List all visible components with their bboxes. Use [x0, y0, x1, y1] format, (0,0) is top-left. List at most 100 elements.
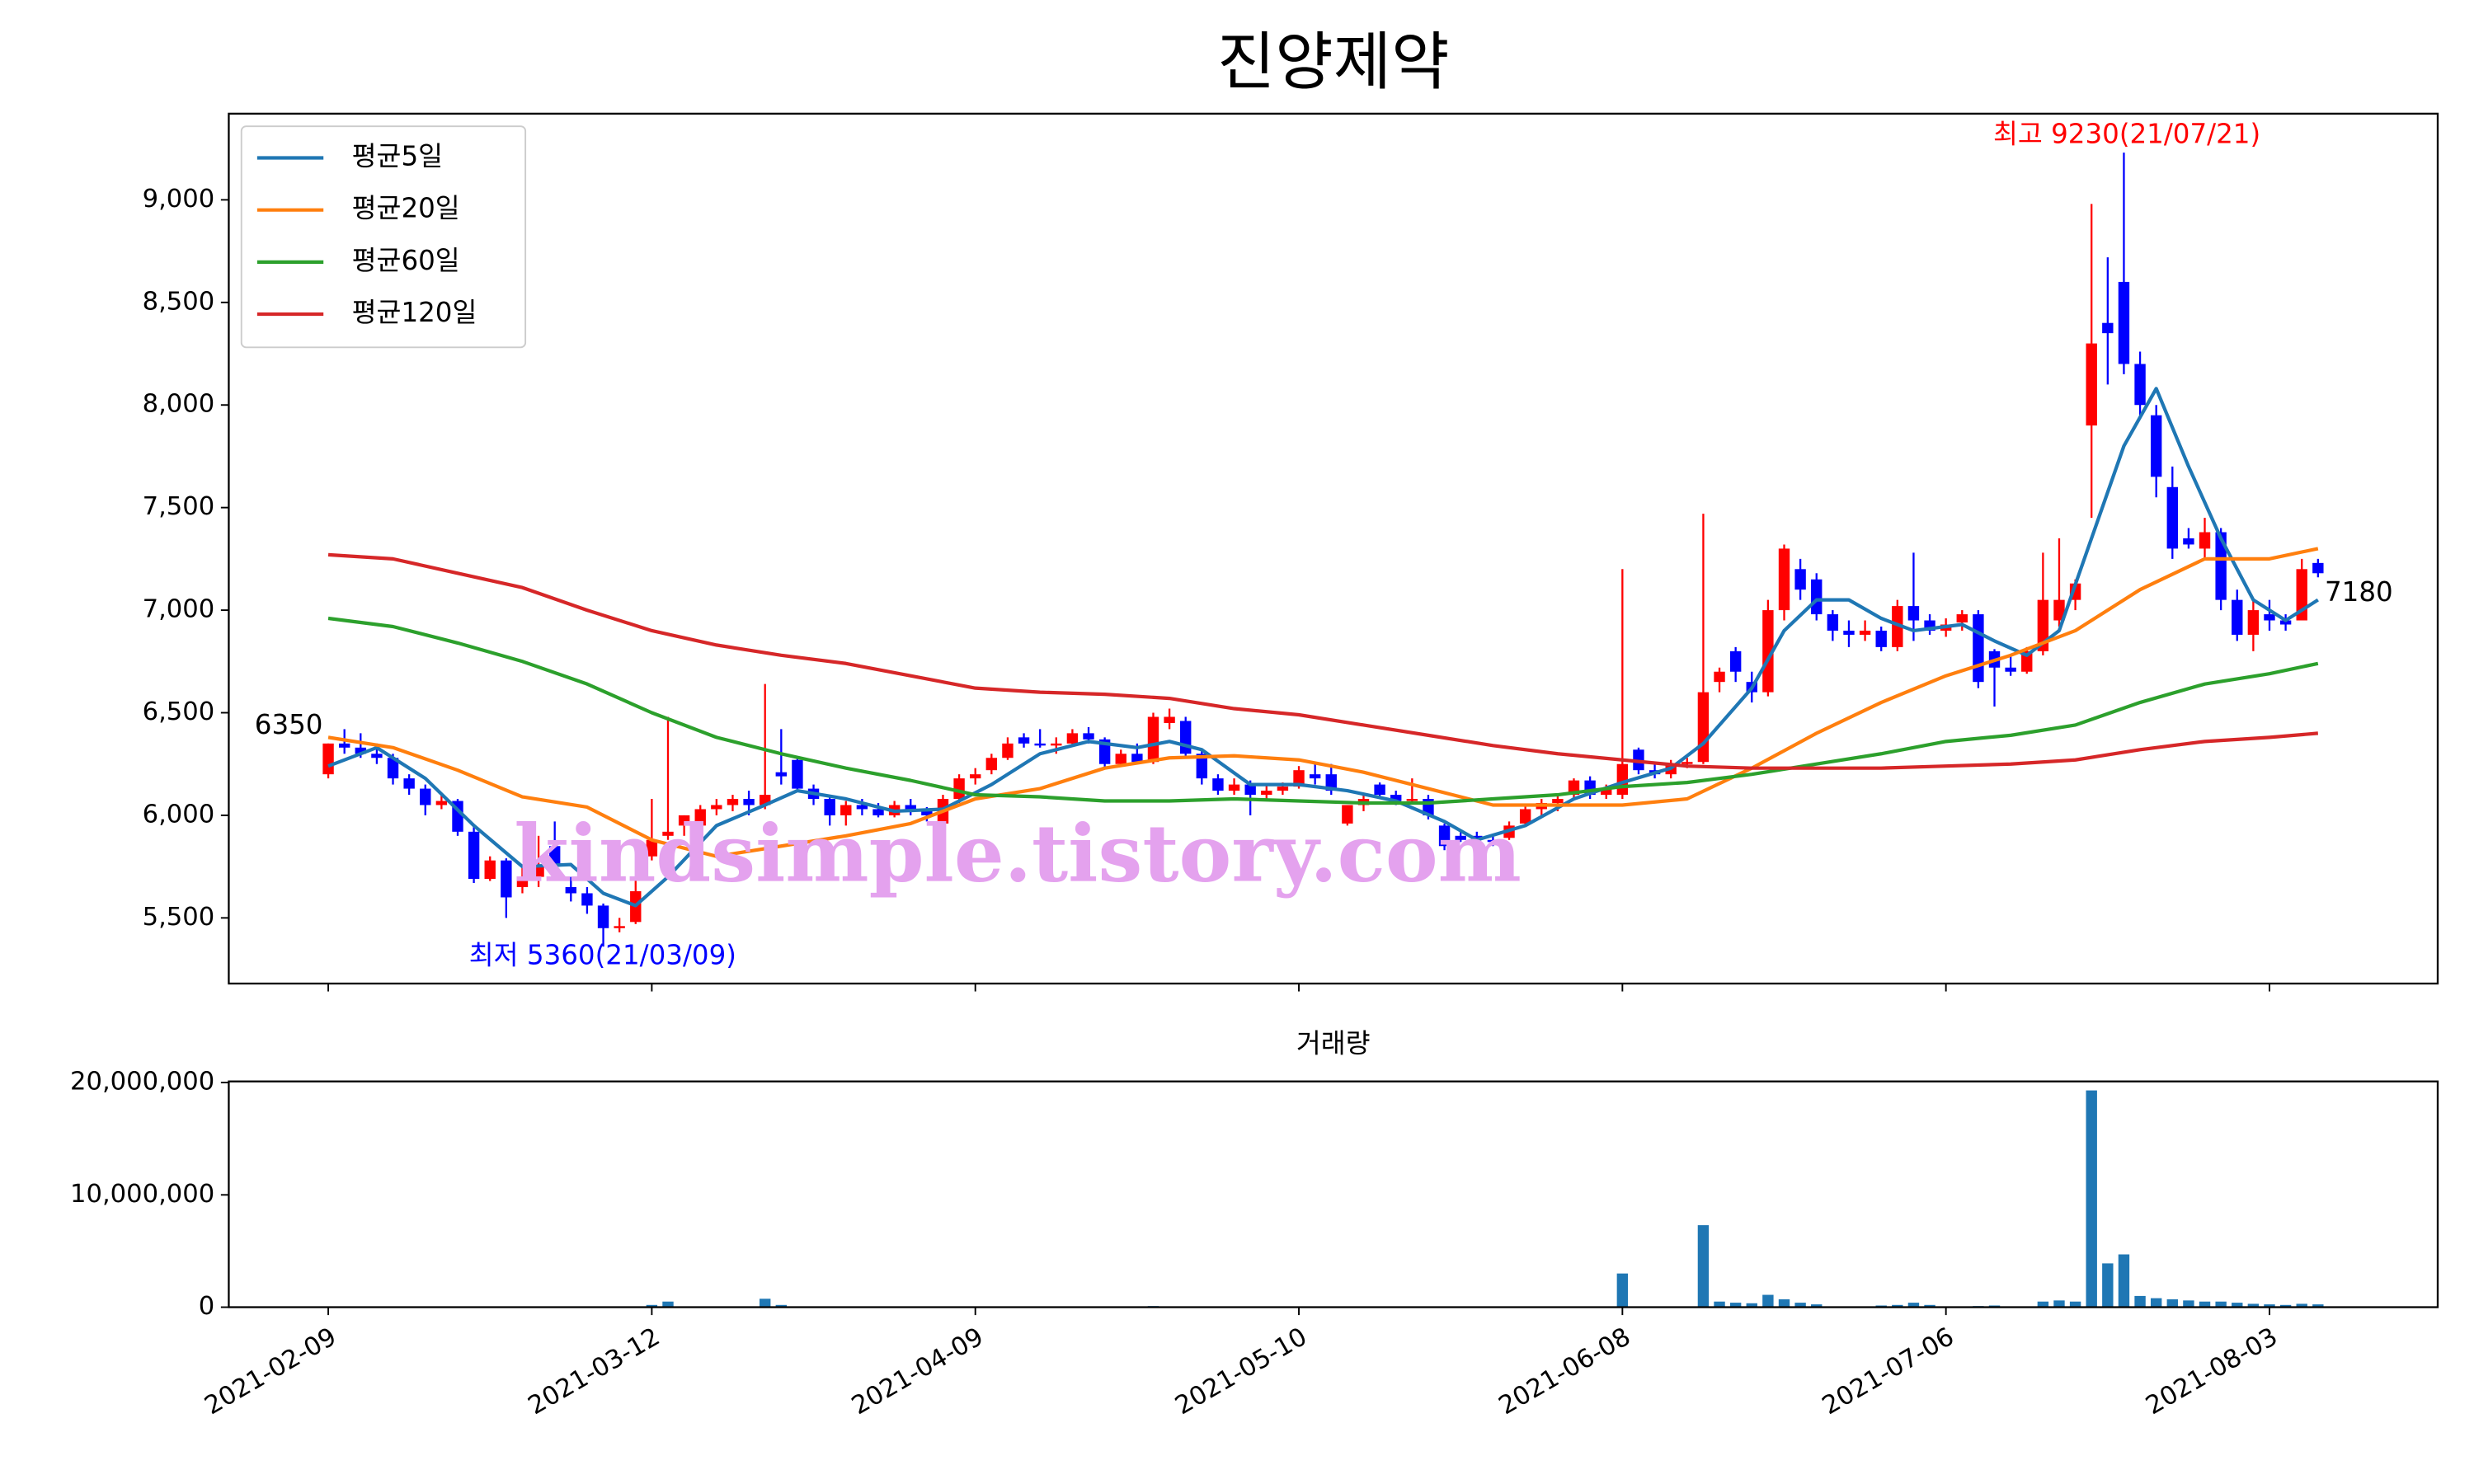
- candle-body: [1083, 733, 1094, 740]
- volume-bar: [1778, 1298, 1790, 1308]
- candle-body: [1115, 754, 1126, 764]
- candle-body: [872, 809, 884, 815]
- y-tick-label: 6,000: [143, 800, 215, 829]
- volume-bar: [2183, 1300, 2194, 1308]
- candle-body: [468, 831, 480, 880]
- candle-body: [1601, 788, 1612, 796]
- legend-box: [240, 125, 527, 349]
- volume-bar: [1892, 1304, 1903, 1308]
- candle-body: [1616, 763, 1629, 796]
- candle-body: [1973, 614, 1984, 683]
- candle-body: [1164, 716, 1175, 723]
- x-tick-label: 2021-02-09: [200, 1322, 341, 1421]
- candle-body: [2183, 538, 2194, 545]
- volume-bar: [2247, 1303, 2260, 1308]
- candle-body: [1729, 650, 1742, 672]
- candle-body: [1390, 795, 1402, 801]
- x-tick-label: 2021-08-03: [2141, 1322, 2282, 1421]
- candle-body: [1002, 743, 1014, 758]
- volume-bar: [2199, 1301, 2211, 1308]
- y-tick-label: 10,000,000: [70, 1180, 214, 1209]
- candle-body: [840, 805, 852, 815]
- annotation: 7180: [2325, 576, 2393, 608]
- candle-body: [435, 801, 448, 805]
- y-tick-label: 0: [199, 1292, 214, 1321]
- volume-bar: [1907, 1303, 1920, 1308]
- watermark: kindsimple.tistory.com: [514, 806, 1522, 899]
- candle-body: [403, 778, 415, 789]
- candle-body: [2150, 415, 2162, 477]
- candle-body: [1066, 733, 1079, 744]
- candle-body: [2166, 486, 2178, 549]
- candle-body: [1778, 548, 1790, 611]
- candle-body: [2279, 620, 2292, 625]
- volume-bar: [2264, 1304, 2275, 1308]
- candle-body: [501, 860, 512, 898]
- volume-bar: [1697, 1225, 1710, 1308]
- candle-body: [1681, 762, 1693, 764]
- volume-bar: [1811, 1304, 1823, 1308]
- candle-body: [1244, 784, 1256, 796]
- candle-body: [1277, 787, 1289, 791]
- candle-body: [1455, 835, 1466, 840]
- volume-bar: [2215, 1301, 2227, 1308]
- volume-bar: [2118, 1254, 2130, 1308]
- candle-body: [565, 887, 576, 894]
- x-tick-label: 2021-04-09: [847, 1322, 988, 1421]
- candle-body: [1438, 825, 1451, 847]
- annotation: 최저 5360(21/03/09): [469, 939, 736, 970]
- moving-average-line: [327, 552, 2319, 770]
- volume-bar: [1762, 1294, 1774, 1308]
- volume-bar: [2037, 1301, 2049, 1308]
- moving-average-line: [327, 616, 2319, 805]
- candle-body: [1309, 774, 1321, 779]
- candle-body: [1487, 839, 1499, 843]
- candle-body: [775, 772, 788, 777]
- candle-body: [970, 774, 981, 779]
- volume-bar: [1794, 1303, 1806, 1308]
- legend-label: 평균60일: [352, 245, 460, 276]
- volume-bar: [759, 1298, 771, 1308]
- candle-body: [1131, 754, 1143, 763]
- x-tick-label: 2021-06-08: [1494, 1322, 1635, 1421]
- volume-bar: [1924, 1304, 1935, 1308]
- candle-body: [743, 799, 755, 805]
- y-tick-label: 9,000: [143, 185, 215, 214]
- candle-body: [597, 905, 609, 928]
- candle-body: [694, 809, 706, 826]
- moving-average-line: [327, 547, 2319, 858]
- candle-body: [727, 799, 739, 805]
- candle-body: [905, 805, 916, 811]
- candle-body: [322, 743, 334, 775]
- volume-bar: [2312, 1304, 2324, 1308]
- candle-body: [2053, 599, 2065, 621]
- candle-body: [484, 860, 496, 880]
- candle-body: [1762, 610, 1774, 693]
- volume-bar: [1714, 1301, 1725, 1308]
- candle-body: [2005, 667, 2016, 672]
- candle-body: [1228, 784, 1240, 791]
- volume-bar: [2232, 1303, 2243, 1308]
- candle-body: [1034, 743, 1046, 746]
- candle-body: [2037, 599, 2049, 651]
- candle-body: [1794, 569, 1806, 590]
- candle-body: [1180, 721, 1192, 754]
- candle-body: [1293, 770, 1305, 787]
- y-tick-label: 20,000,000: [70, 1068, 214, 1097]
- candle-body: [1051, 743, 1062, 746]
- candle-body: [1907, 606, 1920, 621]
- volume-bar: [1746, 1303, 1757, 1308]
- x-tick-label: 2021-03-12: [524, 1322, 665, 1421]
- candle-body: [387, 758, 399, 779]
- candle-body: [678, 815, 690, 826]
- candle-body: [792, 759, 803, 789]
- candle-body: [1342, 805, 1353, 824]
- volume-bar: [2134, 1295, 2146, 1308]
- y-tick-label: 8,500: [143, 287, 215, 316]
- candle-body: [2264, 614, 2275, 621]
- x-tick-label: 2021-07-06: [1818, 1322, 1959, 1421]
- y-tick-label: 7,000: [143, 595, 215, 624]
- candle-body: [614, 926, 625, 928]
- candle-body: [1471, 835, 1483, 840]
